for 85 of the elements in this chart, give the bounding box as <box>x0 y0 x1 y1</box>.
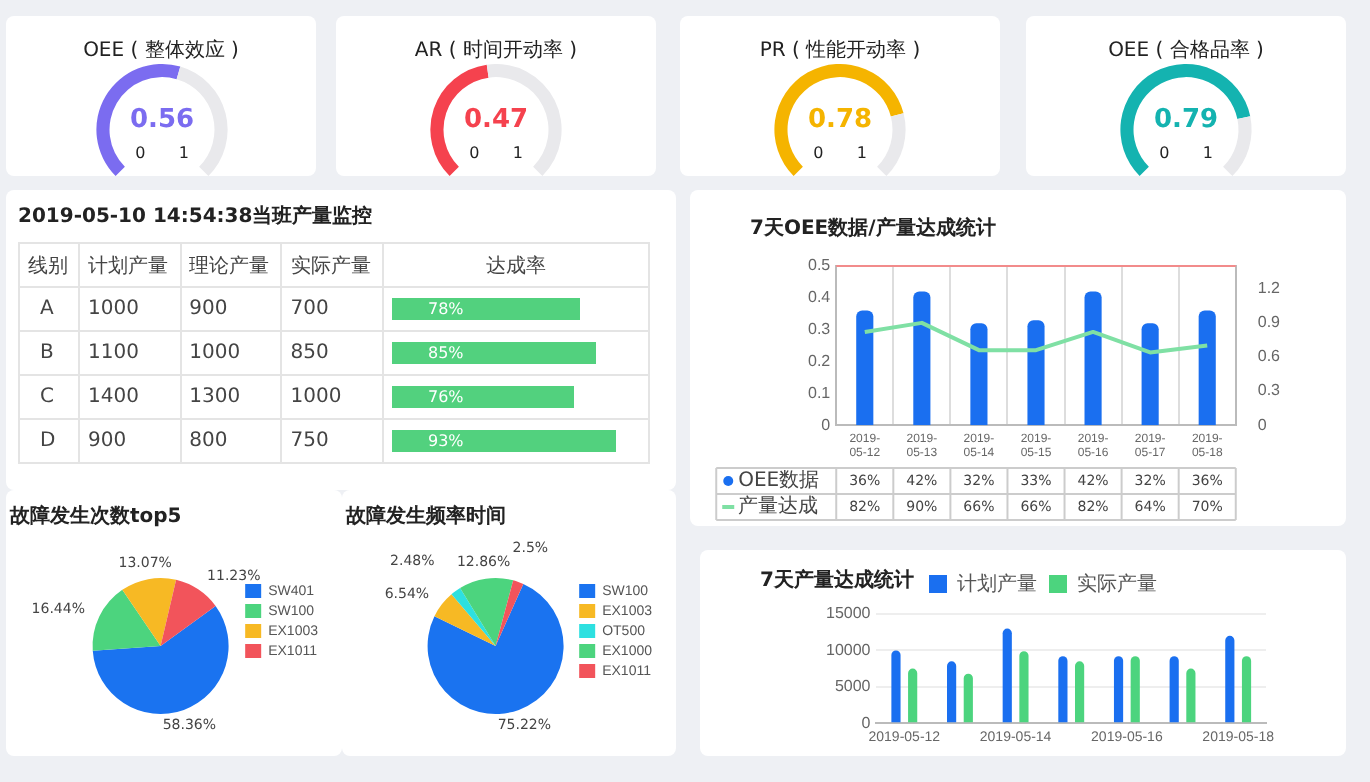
data-label: 1100 <box>78 331 181 375</box>
chart-title: 7天产量达成统计 <box>760 567 914 594</box>
legend-label: 产量达成 <box>738 494 819 519</box>
text: 1 <box>512 143 523 162</box>
bar <box>1241 656 1252 723</box>
series-label: 计划产量 <box>78 243 181 287</box>
bar <box>1141 323 1159 426</box>
chart-title: OEE ( 整体效应 ) <box>81 37 241 64</box>
bar <box>1130 656 1140 723</box>
bar <box>1198 310 1216 426</box>
data-label: 0.78 <box>807 104 873 135</box>
bar <box>963 673 973 723</box>
bar <box>970 323 988 426</box>
chart-title: AR ( 时间开动率 ) <box>412 37 580 64</box>
y2-tick-label: 1.2 <box>1257 279 1282 298</box>
y-tick-label: 5000 <box>834 677 872 696</box>
data-label: 800 <box>180 419 282 463</box>
data-label: 0.47 <box>463 104 529 135</box>
y-tick-label: 0 <box>821 415 832 434</box>
y-tick-label: 0.4 <box>807 288 832 307</box>
data-label: 0.79 <box>1153 104 1219 135</box>
text: 理论产量 <box>180 243 282 287</box>
bar <box>1019 651 1029 723</box>
data-label: 78% <box>392 298 580 320</box>
text: 0 <box>469 143 480 162</box>
text: 1 <box>856 143 867 162</box>
data-label: 700 <box>281 287 383 331</box>
bar <box>1058 656 1068 723</box>
bar <box>1169 656 1179 723</box>
chart-title: 故障发生次数top5 <box>10 502 182 530</box>
bar <box>913 291 931 426</box>
bar <box>947 661 957 723</box>
chart-title: PR ( 性能开动率 ) <box>757 37 923 64</box>
category-label: C <box>19 375 79 419</box>
data-label: 750 <box>281 419 383 463</box>
bar <box>1186 668 1196 723</box>
bar <box>1075 661 1085 723</box>
chart-title: 7天OEE数据/产量达成统计 <box>750 215 996 242</box>
y-tick-label: 0.5 <box>807 256 832 275</box>
bar <box>1084 291 1102 426</box>
y2-tick-label: 0.3 <box>1257 381 1282 400</box>
data-label: 850 <box>281 331 383 375</box>
data-label: 85% <box>392 342 596 364</box>
y2-tick-label: 0.9 <box>1257 313 1282 332</box>
text: 0 <box>1159 143 1170 162</box>
chart-title: OEE ( 合格品率 ) <box>1106 37 1266 64</box>
text: 实际产量 <box>281 243 383 287</box>
bar <box>856 310 874 426</box>
text: 2019-05-10 14:54:38当班产量监控 <box>18 203 373 230</box>
chart-title: 故障发生频率时间 <box>346 502 506 530</box>
data-label: 1300 <box>180 375 282 419</box>
data-label: 93% <box>392 430 616 452</box>
y2-tick-label: 0 <box>1257 415 1268 434</box>
data-label: 900 <box>78 419 181 463</box>
bar <box>1225 635 1235 723</box>
category-label: D <box>19 419 79 463</box>
y-tick-label: 0.3 <box>807 320 832 339</box>
text: 线别 <box>19 243 79 287</box>
category-label: B <box>19 331 79 375</box>
series-label: 达成率 <box>383 243 649 287</box>
text: 1 <box>177 143 188 162</box>
data-label: 76% <box>392 386 575 408</box>
bar <box>1113 656 1124 723</box>
y-tick-label: 10000 <box>825 640 872 659</box>
data-label: 1000 <box>281 375 383 419</box>
data-label: 1000 <box>78 287 181 331</box>
y2-tick-label: 0.6 <box>1257 347 1282 366</box>
bar <box>1002 628 1012 723</box>
y-tick-label: 0 <box>861 713 872 732</box>
bar <box>908 668 918 723</box>
legend-label: 计划产量 <box>957 571 1037 596</box>
text: 1 <box>1202 143 1213 162</box>
y-tick-label: 0.2 <box>807 351 832 370</box>
legend-label: OEE数据 <box>738 468 820 493</box>
bar <box>1027 320 1045 426</box>
data-label: 0.56 <box>128 104 194 135</box>
legend-label: 实际产量 <box>1077 571 1157 596</box>
y-tick-label: 15000 <box>825 604 872 623</box>
data-label: 1000 <box>180 331 282 375</box>
data-label: 1400 <box>78 375 181 419</box>
y-tick-label: 0.1 <box>807 383 832 402</box>
category-label: A <box>19 287 79 331</box>
data-label: 900 <box>180 287 282 331</box>
bar <box>891 650 901 723</box>
text: 0 <box>134 143 145 162</box>
